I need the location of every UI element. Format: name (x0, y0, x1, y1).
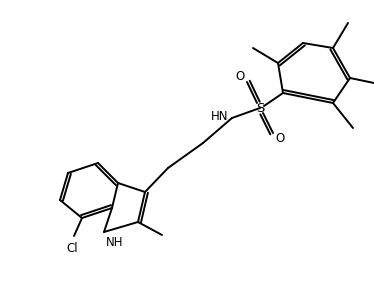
Text: NH: NH (106, 235, 123, 248)
Text: O: O (275, 131, 285, 144)
Text: S: S (256, 101, 264, 114)
Text: O: O (235, 71, 245, 83)
Text: HN: HN (211, 111, 228, 123)
Text: Cl: Cl (66, 241, 78, 255)
